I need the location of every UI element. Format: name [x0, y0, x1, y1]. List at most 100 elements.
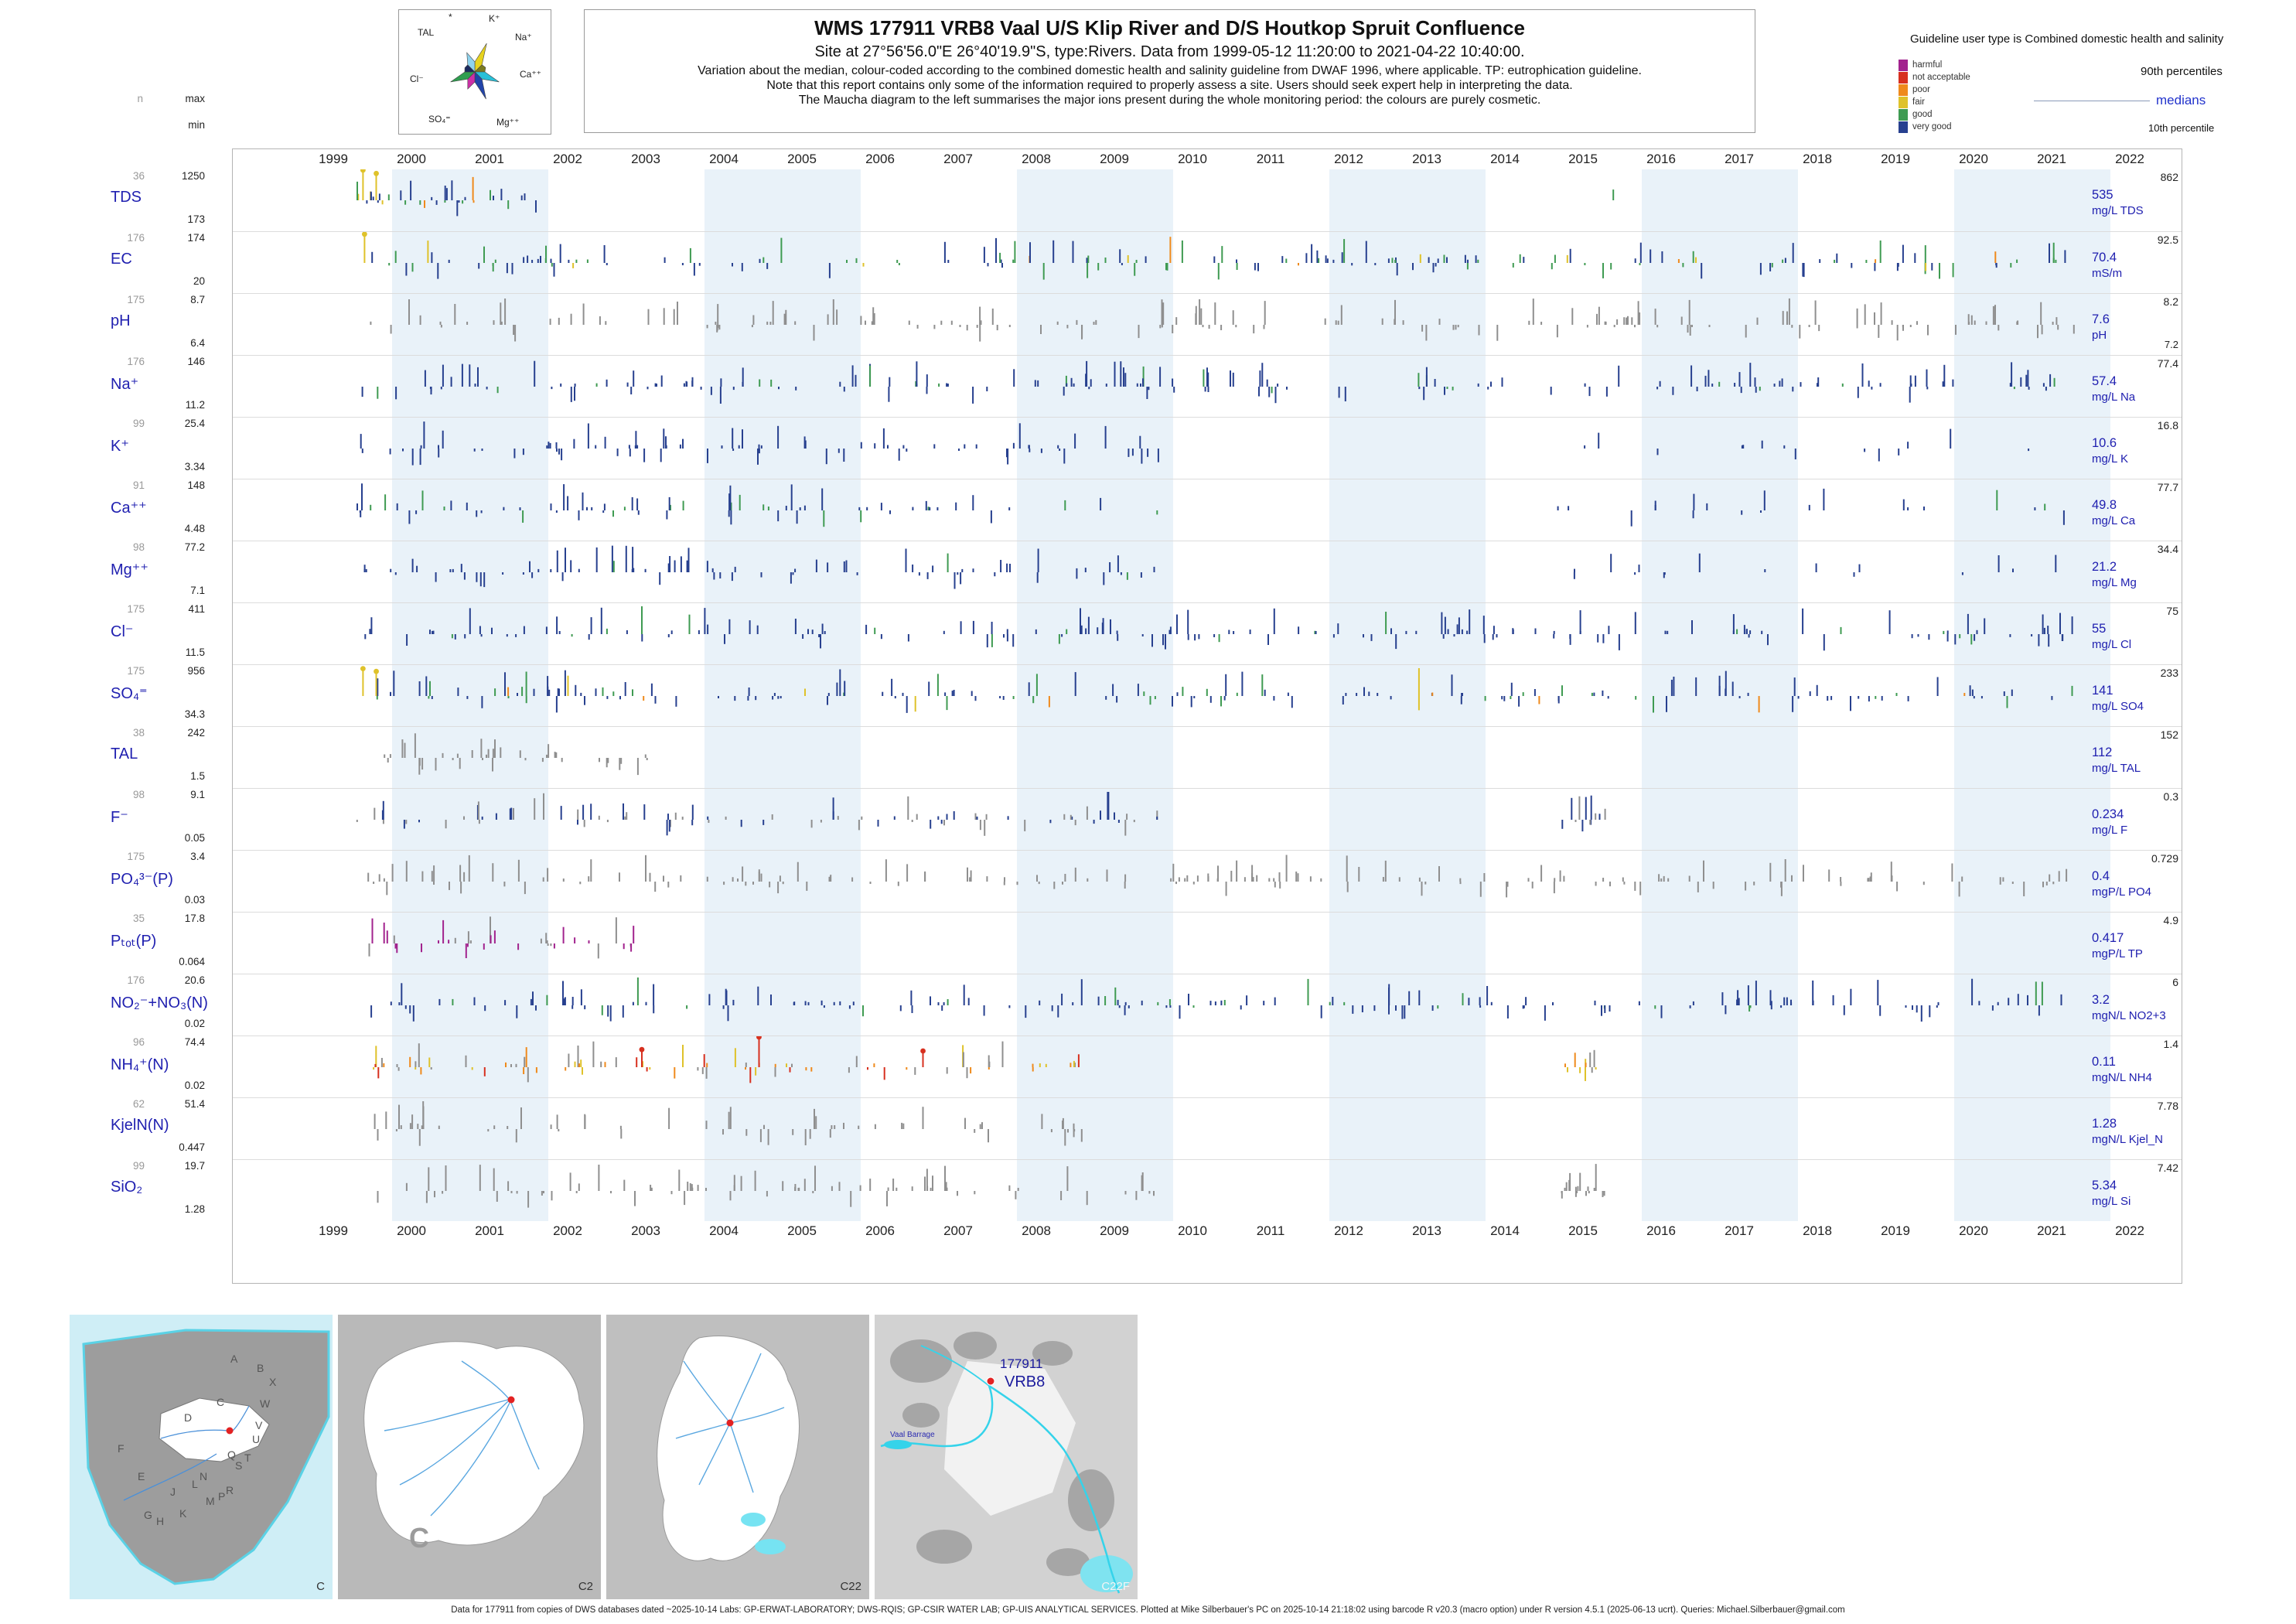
sample-count-na: 176: [127, 356, 145, 367]
maucha-label-cl: Cl⁻: [410, 73, 424, 84]
map-c22f-label: C22F: [1101, 1580, 1130, 1593]
panel-row-kjeln: 7.78 1.28 mgN/L Kjel_N: [233, 1097, 2182, 1160]
sample-count-kjeln: 62: [132, 1098, 145, 1110]
p90-value-nh4: 1.4: [2163, 1038, 2178, 1050]
sample-count-so4: 175: [127, 665, 145, 677]
stats-so4: 233 141 mg/L SO4: [2092, 665, 2178, 727]
panel-row-ca: 77.7 49.8 mg/L Ca: [233, 479, 2182, 541]
median-value-so4: 141: [2092, 684, 2113, 698]
p90-value-ca: 77.7: [2157, 481, 2178, 493]
median-value-mg: 21.2: [2092, 560, 2117, 574]
map-c2-graphic: [338, 1315, 601, 1599]
year-label-2013: 2013: [1412, 1223, 1441, 1238]
legend-p90-label: 90th percentiles: [2141, 65, 2223, 78]
param-label-block-nh4: 96 74.4 NH₄⁺(N) 0.02: [81, 1035, 232, 1097]
year-label-2015: 2015: [1568, 1223, 1598, 1238]
p90-value-tal: 152: [2160, 728, 2178, 741]
maucha-label-ca: Ca⁺⁺: [520, 69, 542, 80]
map-c22-label: C22: [840, 1580, 861, 1593]
sample-count-po4: 175: [127, 851, 145, 862]
param-name-tds: TDS: [111, 189, 142, 206]
catchment-letter-F: F: [118, 1442, 125, 1455]
year-band: [1329, 169, 1486, 1221]
year-label-2008: 2008: [1022, 1223, 1051, 1238]
median-value-k: 10.6: [2092, 436, 2117, 450]
timeseries-sio2: [377, 1164, 1605, 1208]
stats-mg: 34.4 21.2 mg/L Mg: [2092, 541, 2178, 603]
sample-count-nh4: 96: [132, 1036, 145, 1048]
year-label-2003: 2003: [631, 152, 660, 166]
unit-label-cl: mg/L Cl: [2092, 638, 2132, 651]
year-label-2013: 2013: [1412, 152, 1441, 166]
min-value-no23: 0.02: [184, 1018, 205, 1029]
legend-class-good: good: [1899, 108, 1970, 121]
station-marker: [726, 1419, 734, 1427]
param-name-tal: TAL: [111, 745, 138, 763]
year-label-2006: 2006: [865, 152, 895, 166]
p90-value-ec: 92.5: [2157, 234, 2178, 246]
sample-count-no23: 176: [127, 974, 145, 986]
maucha-label-na: Na⁺: [515, 32, 532, 43]
max-value-po4: 3.4: [190, 851, 205, 862]
param-name-mg: Mg⁺⁺: [111, 561, 148, 578]
stats-kjeln: 7.78 1.28 mgN/L Kjel_N: [2092, 1098, 2178, 1160]
stats-sio2: 7.42 5.34 mg/L Si: [2092, 1160, 2178, 1222]
catchment-letter-P: P: [218, 1490, 225, 1503]
max-value-so4: 956: [187, 665, 205, 677]
unit-label-kjeln: mgN/L Kjel_N: [2092, 1133, 2163, 1146]
sample-count-ptot: 35: [132, 913, 145, 924]
maucha-label-tal: TAL: [418, 27, 435, 38]
param-label-block-kjeln: 62 51.4 KjelN(N) 0.447: [81, 1097, 232, 1158]
p90-value-sio2: 7.42: [2157, 1162, 2178, 1174]
median-value-po4: 0.4: [2092, 869, 2110, 883]
unit-label-po4: mgP/L PO4: [2092, 885, 2151, 899]
panel-row-k: 16.8 10.6 mg/L K: [233, 417, 2182, 479]
year-label-2011: 2011: [1256, 1223, 1285, 1238]
min-value-cl: 11.5: [185, 647, 205, 658]
legend-medians: medians: [2034, 93, 2206, 108]
timeseries-f: [356, 792, 1606, 836]
legend-swatch: [1899, 59, 1908, 71]
unit-label-f: mg/L F: [2092, 824, 2128, 837]
panel-row-na: 77.4 57.4 mg/L Na: [233, 355, 2182, 418]
unit-label-ca: mg/L Ca: [2092, 514, 2136, 527]
p90-value-f: 0.3: [2163, 790, 2178, 803]
catchment-letter-W: W: [260, 1397, 271, 1410]
legend-swatch: [1899, 121, 1908, 133]
median-value-ph: 7.6: [2092, 312, 2110, 326]
year-band: [704, 169, 861, 1221]
min-value-tds: 173: [187, 213, 205, 225]
p90-value-po4: 0.729: [2151, 852, 2178, 865]
median-value-no23: 3.2: [2092, 993, 2110, 1007]
sample-count-k: 99: [132, 418, 145, 429]
min-value-f: 0.05: [184, 832, 205, 844]
stats-na: 77.4 57.4 mg/L Na: [2092, 356, 2178, 418]
legend-class-harmful: harmful: [1899, 59, 1970, 71]
catchment-letter-C: C: [217, 1396, 224, 1408]
min-value-sio2: 1.28: [184, 1203, 205, 1215]
catchment-letter-G: G: [144, 1509, 152, 1521]
panel-row-nh4: 1.4 0.11 mgN/L NH4: [233, 1035, 2182, 1098]
timeseries-tds: [357, 169, 1615, 217]
unit-label-no23: mgN/L NO2+3: [2092, 1009, 2166, 1022]
catchment-letter-X: X: [269, 1376, 277, 1388]
legend-class-fair: fair: [1899, 96, 1970, 108]
catchment-letter-D: D: [184, 1411, 192, 1424]
guideline-note: Variation about the median, colour-coded…: [698, 64, 1642, 77]
max-value-ca: 148: [187, 479, 205, 491]
map-local-detail: 177911 VRB8 Vaal Barrage C22F: [875, 1315, 1138, 1599]
legend-class-label: fair: [1912, 97, 1925, 107]
year-label-2011: 2011: [1256, 152, 1285, 166]
param-label-block-po4: 175 3.4 PO₄³⁻(P) 0.03: [81, 849, 232, 911]
stats-f: 0.3 0.234 mg/L F: [2092, 789, 2178, 851]
timeseries-so4: [360, 666, 2073, 713]
unit-label-ec: mS/m: [2092, 267, 2123, 280]
param-name-ca: Ca⁺⁺: [111, 500, 147, 517]
p90-value-tds: 862: [2160, 171, 2178, 183]
timeseries-tal: [384, 733, 648, 776]
max-value-kjeln: 51.4: [184, 1098, 205, 1110]
timeseries-ph: [370, 298, 2075, 342]
parameter-label-column: 36 1250 TDS 173 176 174 EC 20 175 8.7 pH 6.4 176 146 N…: [81, 169, 232, 1220]
legend-p10-label: 10th percentile: [2148, 122, 2215, 134]
p90-value-ptot: 4.9: [2163, 914, 2178, 926]
